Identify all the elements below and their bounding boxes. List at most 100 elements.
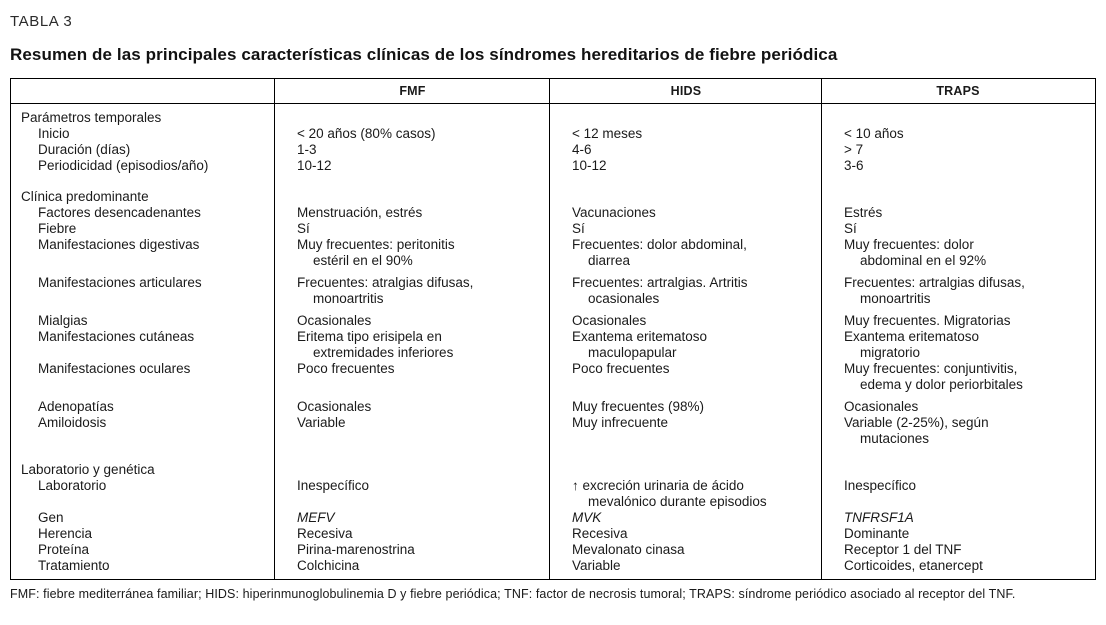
value-line: Frecuentes: dolor abdominal,: [572, 237, 747, 252]
cell-hids: < 12 meses: [550, 126, 822, 142]
value-line: ↑ excreción urinaria de ácido: [572, 478, 744, 493]
table-header-row: FMF HIDS TRAPS: [11, 79, 1095, 104]
cell-hids: Variable: [550, 558, 822, 574]
table-row: Laboratorio Inespecífico ↑ excreción urina…: [11, 478, 1095, 510]
cell-traps: Inespecífico: [822, 478, 1094, 494]
column-divider: [820, 79, 822, 579]
value-line: Pirina-marenostrina: [297, 542, 415, 557]
row-label: Mialgias: [38, 313, 88, 328]
row-label: Proteína: [38, 542, 90, 557]
section-heading-row: Parámetros temporales: [11, 110, 1095, 126]
cell-hids: Mevalonato cinasa: [550, 542, 822, 558]
value-line: Frecuentes: artralgias. Artritis: [572, 275, 748, 290]
column-header-hids: HIDS: [670, 84, 702, 98]
cell-fmf: Muy frecuentes: peritonitis estéril en el…: [275, 237, 550, 269]
cell-traps: Dominante: [822, 526, 1094, 542]
section-heading: Parámetros temporales: [21, 110, 162, 125]
value-line: Ocasionales: [572, 313, 647, 328]
cell-hids: Frecuentes: artralgias. Artritis ocasiona…: [550, 275, 822, 307]
value-line: Muy frecuentes. Migratorias: [844, 313, 1011, 328]
cell-hids: MVK: [550, 510, 822, 526]
value-line: Muy frecuentes: conjuntivitis,: [844, 361, 1018, 376]
value-line: Inespecífico: [297, 478, 370, 493]
value-line: < 20 años (80% casos): [297, 126, 436, 141]
cell-hids: Exantema eritematoso maculopapular: [550, 329, 822, 361]
table-row: Duración (días) 1-3 4-6 > 7: [11, 142, 1095, 158]
value-line: Recesiva: [572, 526, 628, 541]
value-line: Exantema eritematoso: [572, 329, 708, 344]
cell-traps: < 10 años: [822, 126, 1094, 142]
cell-hids: Muy frecuentes (98%): [550, 399, 822, 415]
section-heading-row: Laboratorio y genética: [11, 462, 1095, 478]
cell-fmf: Poco frecuentes: [275, 361, 550, 377]
value-line: diarrea: [588, 253, 631, 268]
row-label: Duración (días): [38, 142, 131, 157]
cell-fmf: 10-12: [275, 158, 550, 174]
cell-fmf: Eritema tipo erisipela en extremidades in…: [275, 329, 550, 361]
value-line: Inespecífico: [844, 478, 917, 493]
value-line: MEFV: [297, 510, 335, 525]
table-row: Inicio < 20 años (80% casos) < 12 meses < 1…: [11, 126, 1095, 142]
value-line: Sí: [572, 221, 585, 236]
value-line: Variable: [572, 558, 621, 573]
value-line: Ocasionales: [297, 313, 372, 328]
value-line: Corticoides, etanercept: [844, 558, 983, 573]
value-line: 10-12: [572, 158, 607, 173]
table-row: Factores desencadenantes Menstruación, es…: [11, 205, 1095, 221]
value-line: TNFRSF1A: [844, 510, 914, 525]
cell-traps: 3-6: [822, 158, 1094, 174]
cell-hids: Vacunaciones: [550, 205, 822, 221]
cell-traps: Corticoides, etanercept: [822, 558, 1094, 574]
cell-fmf: Variable: [275, 415, 550, 431]
cell-fmf: Frecuentes: atralgias difusas, monoartrit…: [275, 275, 550, 307]
value-line: < 10 años: [844, 126, 904, 141]
value-line: Receptor 1 del TNF: [844, 542, 962, 557]
value-line: Vacunaciones: [572, 205, 656, 220]
cell-traps: Muy frecuentes: conjuntivitis, edema y do…: [822, 361, 1094, 393]
table-row: Proteína Pirina-marenostrina Mevalonato ci…: [11, 542, 1095, 558]
table-row: Periodicidad (episodios/año) 10-12 10-12 3-…: [11, 158, 1095, 174]
value-line: monoartritis: [313, 291, 384, 306]
cell-traps: Frecuentes: artralgias difusas, monoartri…: [822, 275, 1094, 307]
value-line: 4-6: [572, 142, 592, 157]
value-line: > 7: [844, 142, 864, 157]
footnote: FMF: fiebre mediterránea familiar; HIDS:…: [10, 587, 1016, 601]
cell-fmf: < 20 años (80% casos): [275, 126, 550, 142]
value-line: 10-12: [297, 158, 332, 173]
cell-fmf: Ocasionales: [275, 399, 550, 415]
cell-fmf: Colchicina: [275, 558, 550, 574]
value-line: Muy frecuentes: peritonitis: [297, 237, 455, 252]
value-line: Muy infrecuente: [572, 415, 669, 430]
cell-traps: > 7: [822, 142, 1094, 158]
value-line: < 12 meses: [572, 126, 643, 141]
value-line: Variable: [297, 415, 346, 430]
section-heading-row: Clínica predominante: [11, 189, 1095, 205]
value-line: mevalónico durante episodios: [588, 494, 767, 509]
value-line: Variable (2-25%), según: [844, 415, 989, 430]
column-header-traps: TRAPS: [936, 84, 980, 98]
value-line: Menstruación, estrés: [297, 205, 423, 220]
cell-fmf: Pirina-marenostrina: [275, 542, 550, 558]
value-line: Eritema tipo erisipela en: [297, 329, 442, 344]
cell-fmf: Menstruación, estrés: [275, 205, 550, 221]
syndrome-table: FMF HIDS TRAPS Parámetros temporales Inic…: [10, 78, 1096, 580]
value-line: Exantema eritematoso: [844, 329, 980, 344]
value-line: Muy frecuentes: dolor: [844, 237, 974, 252]
value-line: Dominante: [844, 526, 910, 541]
cell-traps: Variable (2-25%), según mutaciones: [822, 415, 1094, 447]
value-line: ocasionales: [588, 291, 660, 306]
table-row: Adenopatías Ocasionales Muy frecuentes (98…: [11, 399, 1095, 415]
value-line: 3-6: [844, 158, 864, 173]
cell-traps: Estrés: [822, 205, 1094, 221]
row-label: Manifestaciones cutáneas: [38, 329, 195, 344]
table-row: Manifestaciones oculares Poco frecuentes P…: [11, 361, 1095, 393]
row-label: Fiebre: [38, 221, 77, 236]
value-line: Ocasionales: [297, 399, 372, 414]
table-row: Manifestaciones cutáneas Eritema tipo eri…: [11, 329, 1095, 361]
value-line: mutaciones: [860, 431, 930, 446]
cell-traps: Receptor 1 del TNF: [822, 542, 1094, 558]
row-label: Tratamiento: [38, 558, 110, 573]
value-line: Ocasionales: [844, 399, 919, 414]
row-label: Manifestaciones digestivas: [38, 237, 200, 252]
table-row: Fiebre Sí Sí Sí: [11, 221, 1095, 237]
